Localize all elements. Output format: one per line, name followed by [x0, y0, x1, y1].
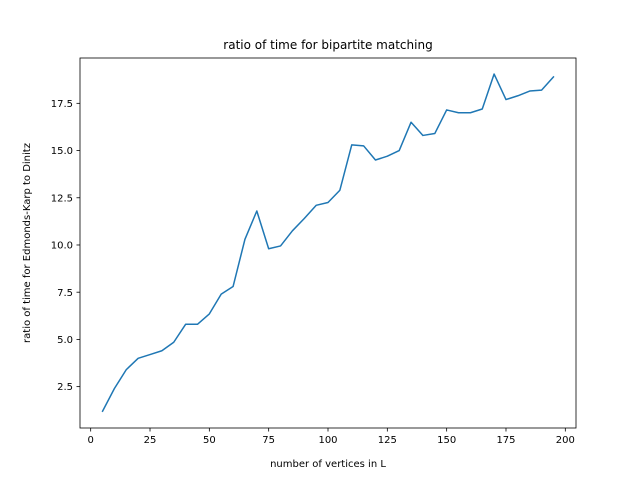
x-tick-label: 75	[262, 435, 275, 446]
y-tick-label: 17.5	[51, 99, 73, 110]
x-tick-label: 0	[87, 435, 93, 446]
x-tick-label: 150	[437, 435, 456, 446]
x-tick-label: 175	[496, 435, 515, 446]
y-tick-label: 7.5	[57, 288, 73, 299]
x-tick-label: 200	[556, 435, 575, 446]
y-tick-label: 15.0	[51, 146, 73, 157]
x-tick-label: 25	[144, 435, 157, 446]
y-tick-label: 12.5	[51, 193, 73, 204]
x-tick-label: 100	[318, 435, 337, 446]
y-axis-label: ratio of time for Edmonds-Karp to Dinitz	[22, 143, 33, 343]
x-tick-label: 125	[378, 435, 397, 446]
x-tick-label: 50	[203, 435, 216, 446]
chart-title: ratio of time for bipartite matching	[223, 38, 432, 52]
y-tick-label: 5.0	[57, 335, 73, 346]
x-axis-ticks: 0 25 50 75 100 125 150 175 200	[87, 428, 575, 446]
y-axis-ticks: 2.5 5.0 7.5 10.0 12.5 15.0 17.5	[51, 99, 80, 393]
x-axis-label: number of vertices in L	[270, 459, 386, 470]
plot-frame	[79, 57, 577, 429]
series-line	[101, 73, 555, 413]
y-tick-label: 10.0	[51, 241, 73, 252]
y-tick-label: 2.5	[57, 382, 73, 393]
plot-series	[101, 73, 555, 413]
